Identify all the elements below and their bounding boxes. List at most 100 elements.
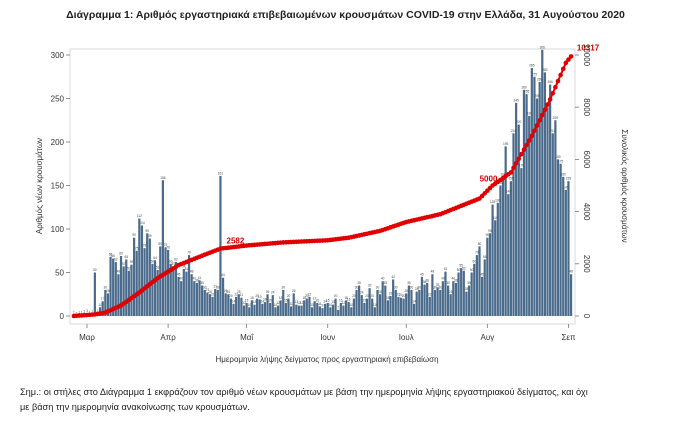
bar-data-label: 42 <box>391 275 395 279</box>
bar <box>423 284 426 316</box>
bar <box>174 262 178 316</box>
bar <box>161 180 164 316</box>
bar-data-label: 59 <box>130 260 134 264</box>
y-left-tick-label: 150 <box>51 182 65 191</box>
bar-data-label: 35 <box>200 281 204 285</box>
bar <box>235 296 238 316</box>
bar-data-label: 30 <box>394 285 398 289</box>
bar-data-label: 16 <box>263 298 267 302</box>
bar <box>242 305 246 316</box>
cumulative-point <box>539 112 545 118</box>
bar <box>538 81 541 316</box>
bar-data-label: 45 <box>177 272 181 276</box>
bar-data-label: 20 <box>229 294 233 298</box>
bar <box>428 296 431 316</box>
bar-data-label: 10 <box>373 303 377 307</box>
cumulative-point <box>519 151 524 157</box>
bar <box>559 163 562 316</box>
bar-data-label: 30 <box>281 285 285 289</box>
bar <box>433 289 437 316</box>
bar-data-label: 78 <box>143 244 147 248</box>
bar <box>305 298 308 316</box>
bar-data-label: 11 <box>318 302 322 306</box>
bar-data-label: 128 <box>490 200 496 204</box>
bar <box>109 256 112 316</box>
bar-data-label: 110 <box>493 216 498 220</box>
bar <box>439 289 442 316</box>
bar-data-label: 17 <box>313 297 317 301</box>
bar <box>180 281 183 316</box>
bar <box>378 294 382 316</box>
bar <box>491 204 494 316</box>
bar-data-label: 30 <box>104 285 108 289</box>
bar-data-label: 35 <box>446 281 450 285</box>
bar <box>185 271 188 316</box>
bar <box>187 255 191 316</box>
bar-data-label: 64 <box>153 256 157 260</box>
bar <box>546 107 549 316</box>
y-right-tick-label: 10000 <box>582 44 591 67</box>
bar-data-label: 150 <box>498 181 504 185</box>
cumulative-point <box>568 54 574 59</box>
bar-data-label: 3 <box>86 309 88 313</box>
bar-data-label: 140 <box>506 190 512 194</box>
bar <box>151 263 154 316</box>
bar <box>444 271 447 316</box>
bar <box>146 233 149 316</box>
bar <box>279 300 282 316</box>
bar-data-label: 17 <box>101 297 105 301</box>
bar <box>556 159 560 316</box>
bar <box>258 299 261 316</box>
x-tick-label: Απρ <box>160 333 176 342</box>
bar-data-label: 160 <box>500 172 506 176</box>
bar <box>397 296 400 316</box>
bar <box>407 285 410 316</box>
bar-data-label: 18 <box>386 296 390 300</box>
bar-data-label: 245 <box>513 98 519 102</box>
bar <box>101 301 104 316</box>
bar <box>454 282 458 316</box>
bar-data-label: 20 <box>255 294 259 298</box>
bar-data-label: 57 <box>122 262 126 266</box>
bar <box>297 305 301 316</box>
bar-data-label: 41 <box>198 276 202 280</box>
bar <box>517 124 520 316</box>
bar-data-label: 170 <box>519 164 525 168</box>
bar <box>292 293 295 316</box>
bar <box>232 303 235 316</box>
bar <box>156 269 159 316</box>
bar-data-label: 38 <box>454 278 458 282</box>
bar <box>334 298 337 316</box>
bar-data-label: 20 <box>365 294 369 298</box>
bar <box>253 304 256 316</box>
bar-data-label: 12 <box>297 301 301 305</box>
bar <box>549 84 552 316</box>
bar <box>337 309 340 316</box>
bar-data-label: 285 <box>529 64 535 68</box>
bar <box>248 307 251 316</box>
bar-data-label: 89 <box>148 234 152 238</box>
bar-data-label: 2 <box>91 310 93 314</box>
bar-data-label: 14 <box>412 299 416 303</box>
bar-series <box>72 49 573 317</box>
bar-data-label: 50 <box>93 268 97 272</box>
cumulative-point <box>524 142 529 148</box>
bar-data-label: 180 <box>555 155 561 159</box>
bar <box>496 202 499 316</box>
bar <box>177 276 180 316</box>
bar-data-label: 255 <box>524 90 530 94</box>
bar-data-label: 104 <box>139 221 145 225</box>
bar <box>313 301 316 316</box>
bar-data-label: 26 <box>224 289 228 293</box>
bar-data-label: 22 <box>428 292 432 296</box>
bar-data-label: 269 <box>537 77 543 81</box>
y-left-tick-label: 50 <box>55 269 64 278</box>
bar <box>376 289 379 316</box>
bar <box>522 89 526 316</box>
bar-data-label: 79 <box>164 243 168 247</box>
bar-data-label: 18 <box>344 296 348 300</box>
bar-data-label: 10 <box>98 303 102 307</box>
x-tick-label: Μαρ <box>79 333 95 342</box>
cumulative-point <box>550 90 556 96</box>
bar <box>324 303 327 316</box>
